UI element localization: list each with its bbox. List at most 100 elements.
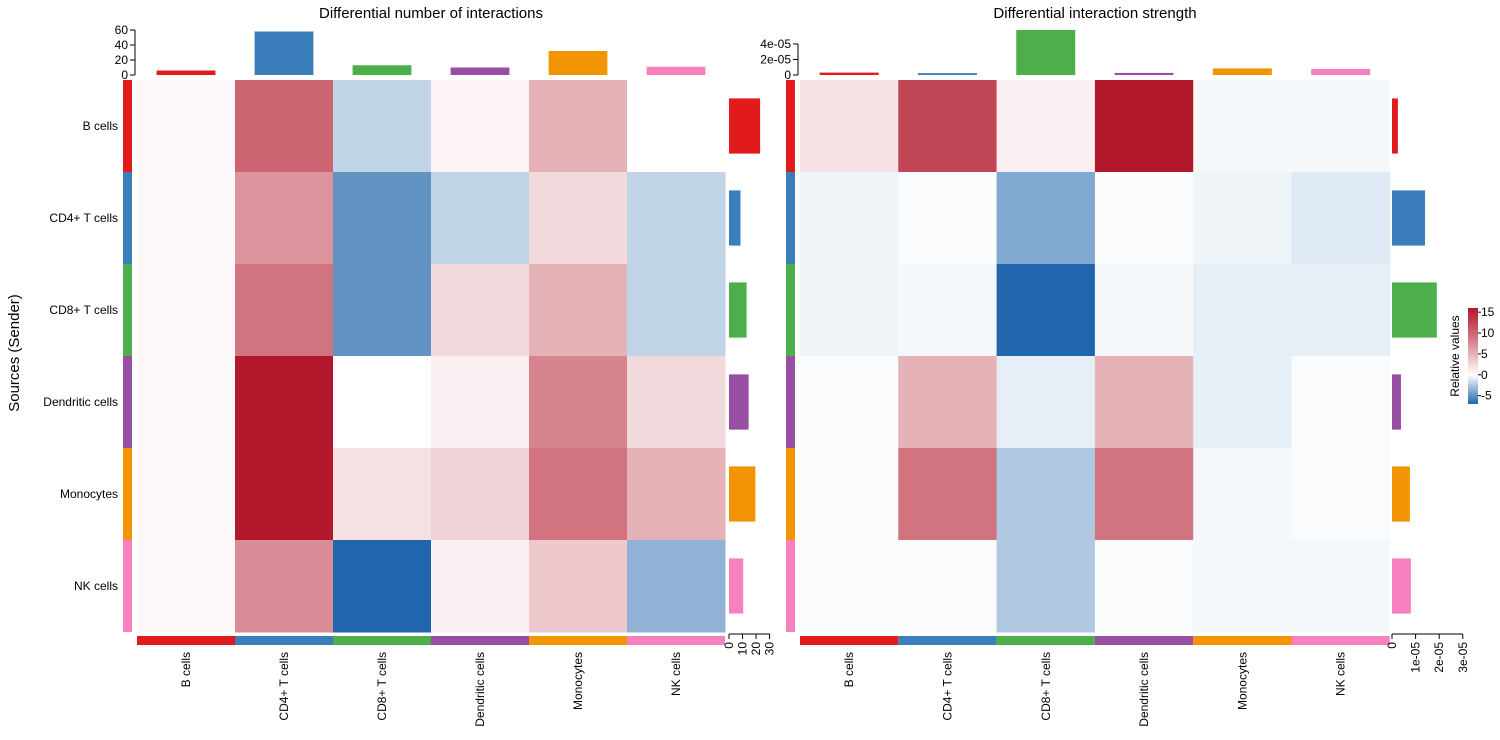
col-group-strip [627, 636, 725, 645]
y-axis-label: Sources (Sender) [6, 294, 23, 412]
color-legend: 15 10 5 0 -5 Relative values [1448, 305, 1495, 404]
panel-title: Differential number of interactions [319, 5, 543, 22]
heatmap-cell [431, 172, 530, 265]
heatmap-cell [627, 540, 726, 633]
row-group-strip [123, 448, 132, 540]
heatmap-cell [800, 540, 899, 633]
heatmap-cell [800, 264, 899, 357]
top-bar [917, 73, 977, 75]
col-group-strip [235, 636, 333, 645]
heatmap-cell [1291, 80, 1391, 173]
col-group-strip [1094, 636, 1194, 645]
heatmap-cell [1193, 80, 1292, 173]
heatmap-cell [333, 448, 432, 541]
heatmap-cell [1094, 448, 1194, 541]
top-bar [156, 70, 216, 75]
row-group-strip [786, 80, 795, 172]
right-bar [729, 190, 741, 246]
heatmap-cell [235, 172, 334, 265]
top-bar [1114, 72, 1174, 75]
legend-title: Relative values [1448, 315, 1462, 396]
heatmap-cell [137, 448, 236, 541]
heatmap-cell [1193, 264, 1292, 357]
right-axis-tick-label: 20 [749, 642, 763, 656]
heatmap-cell [529, 264, 628, 357]
heatmap-panel-2: Differential interaction strength B cells… [760, 5, 1469, 727]
heatmap-cell [627, 448, 726, 541]
heatmap-cell [1193, 448, 1292, 541]
right-axis-tick-label: 0 [722, 642, 736, 649]
heatmap-cell [333, 356, 432, 449]
heatmap-cell [235, 80, 334, 173]
col-group-strip [137, 636, 235, 645]
col-label: CD4+ T cells [940, 652, 954, 721]
top-bar [548, 51, 608, 75]
right-bar [1392, 466, 1410, 522]
col-label: CD8+ T cells [1039, 652, 1053, 721]
top-bar [450, 67, 510, 75]
heatmap-cell [137, 264, 236, 357]
heatmap-panel-1: Differential number of interactions B cel… [43, 5, 776, 727]
heatmap-cell [1094, 264, 1194, 357]
row-label: Dendritic cells [43, 395, 118, 409]
heatmap-cell [1291, 540, 1391, 633]
heatmap-cell [431, 264, 530, 357]
heatmap-cell [898, 172, 998, 265]
col-group-strip [431, 636, 529, 645]
heatmap-cell [235, 264, 334, 357]
heatmap-cell [898, 356, 998, 449]
heatmap-cell [898, 448, 998, 541]
heatmap-cell [1094, 540, 1194, 633]
heatmap-cell [137, 172, 236, 265]
col-group-strip [1193, 636, 1292, 645]
heatmap-cell [1094, 172, 1194, 265]
top-bar [1212, 68, 1272, 75]
heatmap-cell [800, 172, 899, 265]
heatmap-cell [627, 264, 726, 357]
heatmap-cell [800, 80, 899, 173]
right-axis-tick-label: 10 [736, 642, 750, 656]
heatmap-cell [1291, 172, 1391, 265]
heatmap-cell [996, 356, 1096, 449]
row-group-strip [786, 172, 795, 264]
row-group-strip [123, 172, 132, 264]
top-axis-tick-label: 0 [784, 68, 791, 82]
heatmap-cell [1291, 356, 1391, 449]
row-label: Monocytes [60, 487, 118, 501]
heatmap-cell [529, 540, 628, 633]
right-bar [1392, 190, 1426, 246]
row-group-strip [786, 448, 795, 540]
col-label: NK cells [669, 652, 683, 696]
right-bar [1392, 374, 1401, 430]
col-group-strip [529, 636, 627, 645]
col-group-strip [996, 636, 1095, 645]
top-bar [1016, 30, 1076, 75]
heatmap-cell [800, 448, 899, 541]
col-label: B cells [842, 652, 856, 687]
right-bar [729, 98, 761, 154]
heatmap-cell [1193, 356, 1292, 449]
col-group-strip [800, 636, 899, 645]
heatmap-cell [996, 80, 1096, 173]
heatmap-cell [137, 80, 236, 173]
right-bar [729, 558, 744, 614]
legend-gradient [1468, 308, 1478, 404]
col-label: Dendritic cells [1137, 652, 1151, 727]
right-axis-tick-label: 30 [763, 642, 777, 656]
col-label: Monocytes [1235, 652, 1249, 710]
heatmap-cell [996, 540, 1096, 633]
heatmap-cell [1094, 80, 1194, 173]
heatmap-cell [800, 356, 899, 449]
row-group-strip [786, 264, 795, 356]
heatmap-cell [898, 80, 998, 173]
col-label: CD4+ T cells [277, 652, 291, 721]
heatmap-cell [627, 356, 726, 449]
row-group-strip [123, 356, 132, 448]
heatmap-cell [235, 540, 334, 633]
col-label: Monocytes [571, 652, 585, 710]
col-label: NK cells [1334, 652, 1348, 696]
legend-tick-label: 15 [1481, 305, 1495, 319]
col-group-strip [1291, 636, 1390, 645]
top-axis-tick-label: 2e-05 [760, 52, 791, 66]
